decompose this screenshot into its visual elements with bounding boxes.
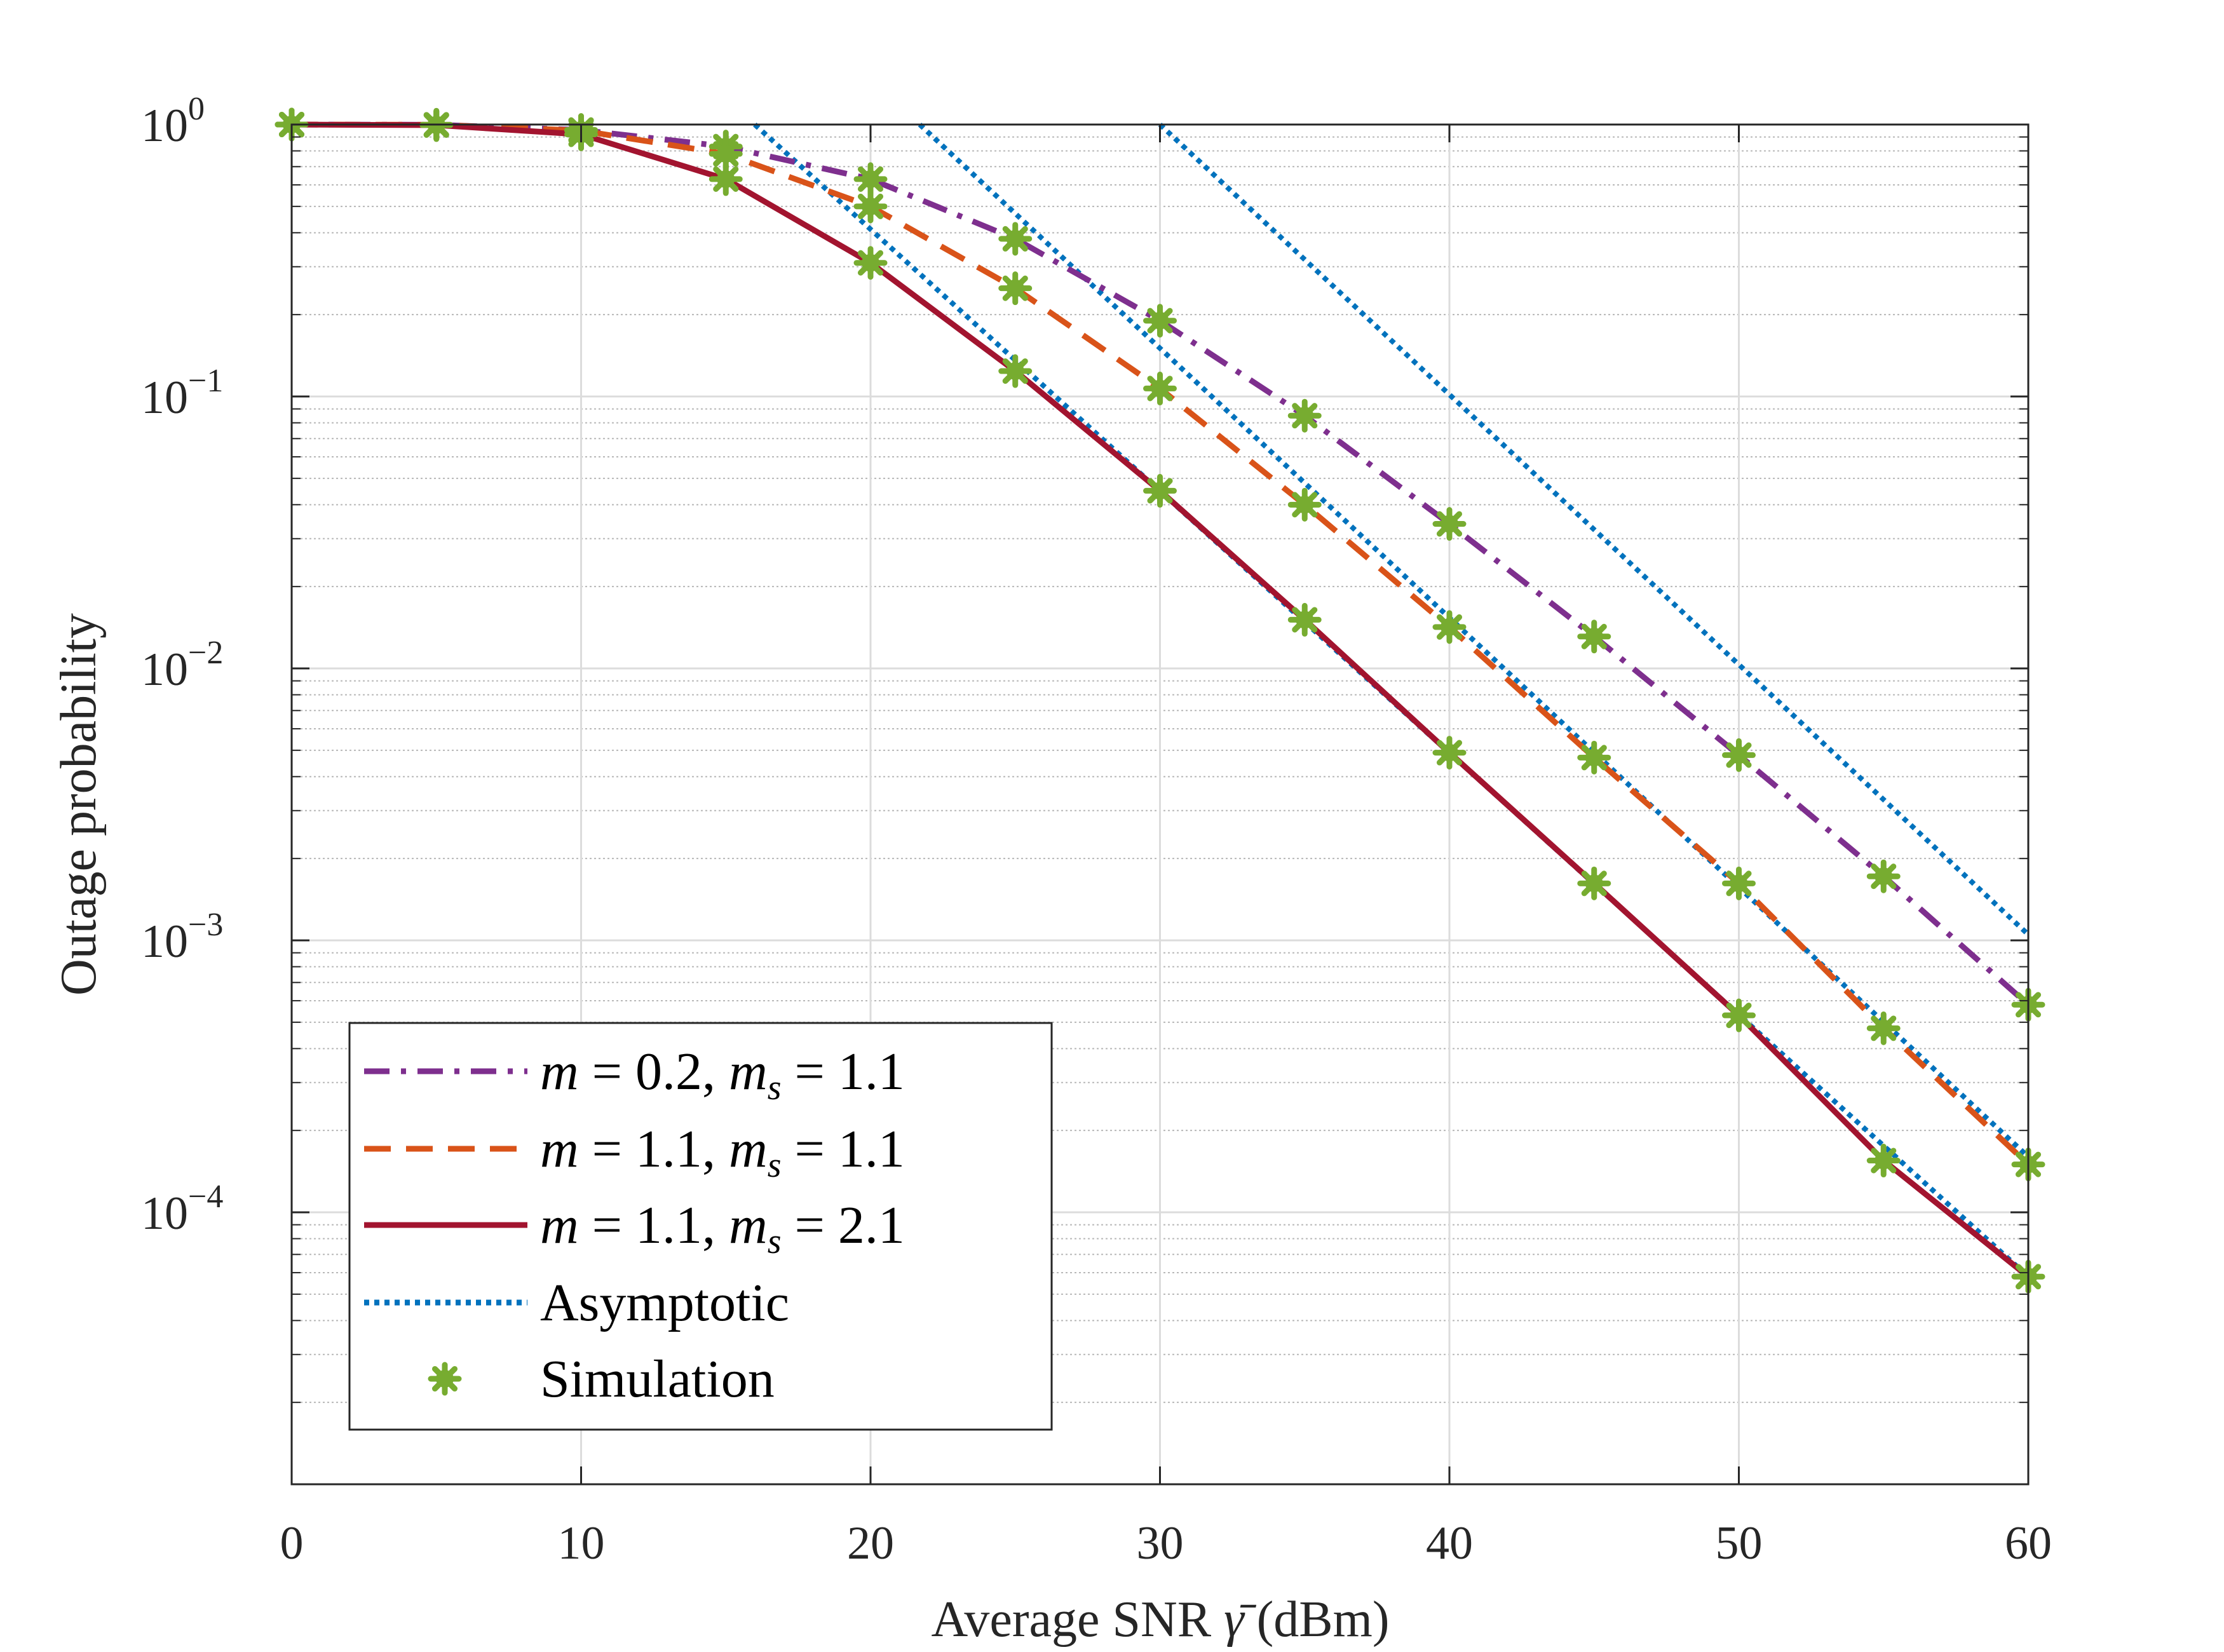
y-tick-label: 10−4 (141, 1179, 223, 1240)
simulation-marker (1866, 1011, 1901, 1045)
simulation-marker (998, 271, 1033, 306)
y-tick-label: 10−1 (141, 363, 223, 424)
simulation-marker (1866, 1144, 1901, 1178)
asymptotic-line (918, 123, 2030, 1159)
simulation-marker (853, 162, 888, 196)
simulation-marker (1722, 738, 1756, 772)
simulation-marker (1287, 398, 1322, 433)
x-tick-label: 20 (847, 1517, 894, 1569)
simulation-marker (1866, 859, 1901, 893)
simulation-marker (853, 246, 888, 280)
y-tick-label: 10−3 (141, 907, 223, 968)
simulation-marker (998, 222, 1033, 256)
simulation-marker (1432, 507, 1467, 541)
legend-label-simulation: Simulation (540, 1350, 775, 1409)
simulation-marker (1287, 487, 1322, 522)
simulation-marker (1577, 740, 1611, 775)
y-tick-label: 10−2 (141, 635, 223, 696)
legend-label-asymptotic: Asymptotic (540, 1273, 789, 1332)
simulation-marker (1432, 736, 1467, 770)
simulation-marker (709, 162, 743, 196)
legend-label-series-2: m = 1.1, ms = 1.1 (540, 1120, 905, 1185)
legend-simulation-star (428, 1362, 462, 1396)
simulation-marker (998, 354, 1033, 388)
legend-label-series-1: m = 0.2, ms = 1.1 (540, 1042, 905, 1107)
legend: m = 0.2, ms = 1.1 m = 1.1, ms = 1.1 m = … (348, 1022, 1053, 1431)
simulation-marker (709, 137, 743, 171)
simulation-marker (853, 189, 888, 224)
legend-entry-simulation: Simulation (428, 1350, 775, 1409)
x-tick-labels: 0 10 20 30 40 50 60 (280, 1517, 2052, 1569)
x-tick-label: 40 (1426, 1517, 1473, 1569)
y-axis-title: Outage probability (51, 613, 107, 996)
simulation-marker (1143, 304, 1177, 338)
y-tick-labels: 100 10−1 10−2 10−3 10−4 (141, 91, 223, 1240)
simulation-marker (1143, 371, 1177, 405)
simulation-marker (1143, 473, 1177, 508)
axis-ticks (290, 123, 2030, 1484)
legend-marker-simulation (428, 1362, 462, 1396)
x-axis-title: Average SNR γ̄ (dBm) (931, 1592, 1389, 1648)
x-tick-label: 30 (1137, 1517, 1184, 1569)
simulation-markers (275, 107, 2045, 1294)
simulation-marker (1432, 610, 1467, 644)
simulation-marker (1722, 866, 1756, 900)
x-tick-label: 50 (1716, 1517, 1763, 1569)
x-tick-label: 0 (280, 1517, 304, 1569)
simulation-marker (1287, 602, 1322, 637)
legend-entry-series-3: m = 1.1, ms = 2.1 (364, 1196, 905, 1261)
legend-entry-asymptotic: Asymptotic (364, 1273, 789, 1332)
simulation-marker (1577, 620, 1611, 654)
x-tick-label: 10 (558, 1517, 605, 1569)
asymptotic-line (1158, 123, 2030, 937)
simulation-marker (1722, 998, 1756, 1032)
y-tick-label: 100 (141, 91, 205, 152)
simulation-marker (1577, 866, 1611, 900)
legend-entry-series-2: m = 1.1, ms = 1.1 (364, 1120, 905, 1185)
legend-entry-series-1: m = 0.2, ms = 1.1 (364, 1042, 905, 1107)
legend-label-series-3: m = 1.1, ms = 2.1 (540, 1196, 905, 1261)
x-tick-label: 60 (2005, 1517, 2052, 1569)
